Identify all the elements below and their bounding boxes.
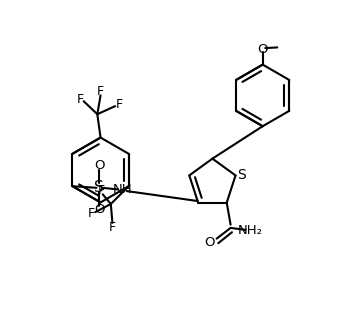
Text: F: F <box>76 93 84 106</box>
Text: NH: NH <box>113 183 132 196</box>
Text: F: F <box>97 85 104 98</box>
Text: F: F <box>87 207 95 220</box>
Text: F: F <box>98 183 105 197</box>
Text: O: O <box>204 236 215 249</box>
Text: O: O <box>94 203 104 216</box>
Text: F: F <box>116 98 123 111</box>
Text: NH₂: NH₂ <box>238 224 263 237</box>
Text: O: O <box>94 159 104 172</box>
Text: O: O <box>257 43 268 56</box>
Text: S: S <box>94 180 104 195</box>
Text: F: F <box>109 220 116 233</box>
Text: S: S <box>237 168 246 182</box>
